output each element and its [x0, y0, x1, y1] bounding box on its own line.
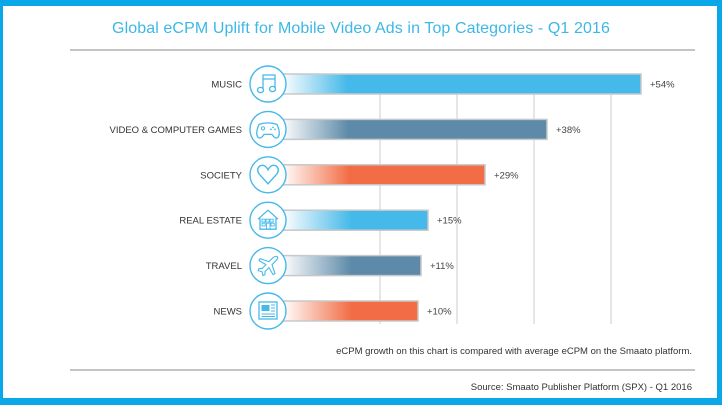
bar: [269, 73, 642, 95]
category-label: TRAVEL: [206, 261, 242, 272]
bar: [269, 118, 548, 141]
heart-icon: [257, 164, 279, 185]
icon-circle: [249, 110, 287, 149]
bar: [269, 254, 422, 277]
newspaper-icon: [258, 301, 278, 320]
icon-circle: [249, 246, 287, 285]
value-label: +54%: [650, 80, 675, 91]
chart-title: Global eCPM Uplift for Mobile Video Ads …: [112, 20, 610, 37]
value-label: +10%: [427, 307, 452, 318]
category-label: MUSIC: [211, 80, 242, 91]
bar-row-4: REAL ESTATE +15%: [179, 201, 462, 239]
bar-row-5: TRAVEL +11%: [206, 246, 454, 285]
category-label: SOCIETY: [200, 170, 242, 181]
value-label: +38%: [556, 125, 581, 136]
music-note-icon: [256, 74, 277, 94]
value-label: +29%: [494, 170, 519, 181]
gamepad-icon: [256, 122, 280, 139]
bar-row-6: NEWS +10%: [214, 292, 452, 330]
bar: [269, 209, 429, 231]
house-icon: [257, 209, 279, 230]
icon-circle: [249, 201, 287, 239]
value-label: +15%: [437, 216, 462, 227]
bar-rows: MUSIC +54% VIDEO & COMPUTER GAMES +38% SOCIE…: [110, 65, 675, 330]
bottom-separator: [70, 369, 695, 371]
category-label: REAL ESTATE: [179, 216, 242, 227]
category-label: VIDEO & COMPUTER GAMES: [110, 125, 243, 136]
bar-row-1: MUSIC +54%: [211, 65, 675, 103]
value-label: +11%: [430, 261, 454, 272]
footnote: eCPM growth on this chart is compared wi…: [336, 346, 692, 357]
source-note: Source: Smaato Publisher Platform (SPX) …: [470, 382, 692, 393]
bar: [269, 164, 486, 186]
bar-row-3: SOCIETY +29%: [200, 156, 519, 194]
icon-circle: [249, 65, 287, 103]
icon-circle: [249, 156, 287, 194]
category-label: NEWS: [214, 307, 243, 318]
bar: [269, 300, 419, 322]
airplane-icon: [257, 255, 279, 277]
bar-row-2: VIDEO & COMPUTER GAMES +38%: [110, 110, 581, 149]
top-separator: [70, 49, 695, 51]
